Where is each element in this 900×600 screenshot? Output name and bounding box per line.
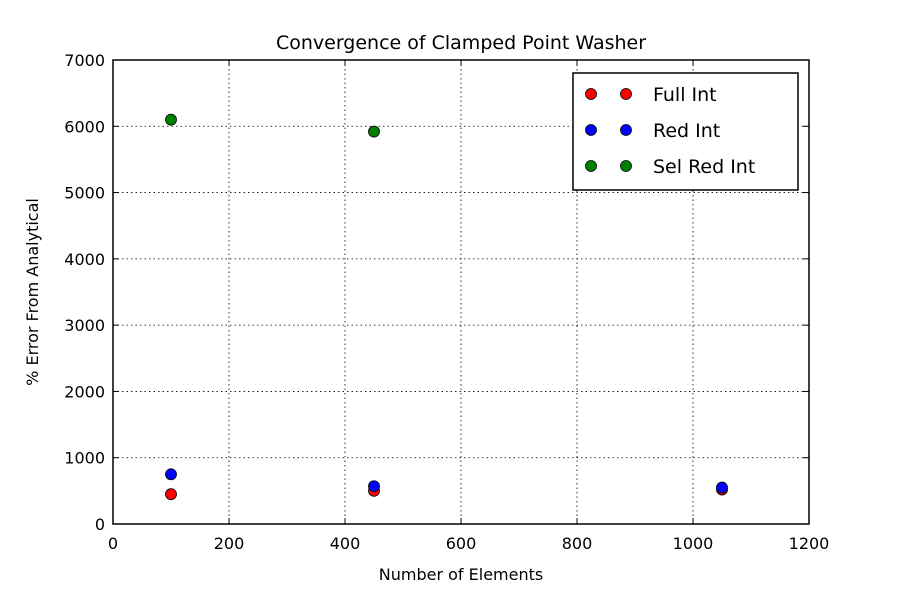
legend-marker <box>585 160 597 172</box>
legend-item: Sel Red Int <box>585 156 755 178</box>
y-axis-label: % Error From Analytical <box>23 198 42 386</box>
y-tick-label: 7000 <box>64 51 105 70</box>
x-tick-label: 1200 <box>789 534 830 553</box>
x-tick-label: 1000 <box>673 534 714 553</box>
legend-item: Red Int <box>585 120 720 142</box>
y-tick-label: 2000 <box>64 382 105 401</box>
data-points <box>165 113 728 501</box>
legend-marker <box>620 124 632 136</box>
data-point <box>165 468 177 481</box>
x-axis-label: Number of Elements <box>379 565 543 584</box>
y-tick-label: 4000 <box>64 250 105 269</box>
legend: Full Int Red Int Sel Red Int <box>572 72 799 191</box>
chart-title: Convergence of Clamped Point Washer <box>276 32 646 54</box>
x-tick-label: 400 <box>330 534 361 553</box>
legend-label: Sel Red Int <box>653 156 755 178</box>
data-point <box>368 125 380 138</box>
data-point <box>368 480 380 493</box>
x-tick-label: 800 <box>562 534 593 553</box>
y-tick-label: 3000 <box>64 316 105 335</box>
x-tick-label: 600 <box>446 534 477 553</box>
legend-marker <box>585 124 597 136</box>
x-tick-label: 200 <box>214 534 245 553</box>
x-tick-label: 0 <box>108 534 118 553</box>
legend-box <box>572 72 799 191</box>
legend-label: Full Int <box>653 84 717 106</box>
legend-marker <box>620 88 632 100</box>
legend-marker <box>620 160 632 172</box>
y-tick-label: 5000 <box>64 184 105 203</box>
legend-marker <box>585 88 597 100</box>
y-tick-label: 1000 <box>64 449 105 468</box>
data-point <box>165 113 177 126</box>
x-axis-ticks: 0 200 400 600 800 1000 1200 <box>108 60 829 553</box>
y-tick-label: 0 <box>95 515 105 534</box>
legend-item: Full Int <box>585 84 717 106</box>
legend-label: Red Int <box>653 120 720 142</box>
data-point <box>165 488 177 501</box>
y-tick-label: 6000 <box>64 117 105 136</box>
y-axis-ticks: 0 1000 2000 3000 4000 5000 6000 7000 <box>64 51 809 534</box>
data-point <box>716 481 728 494</box>
